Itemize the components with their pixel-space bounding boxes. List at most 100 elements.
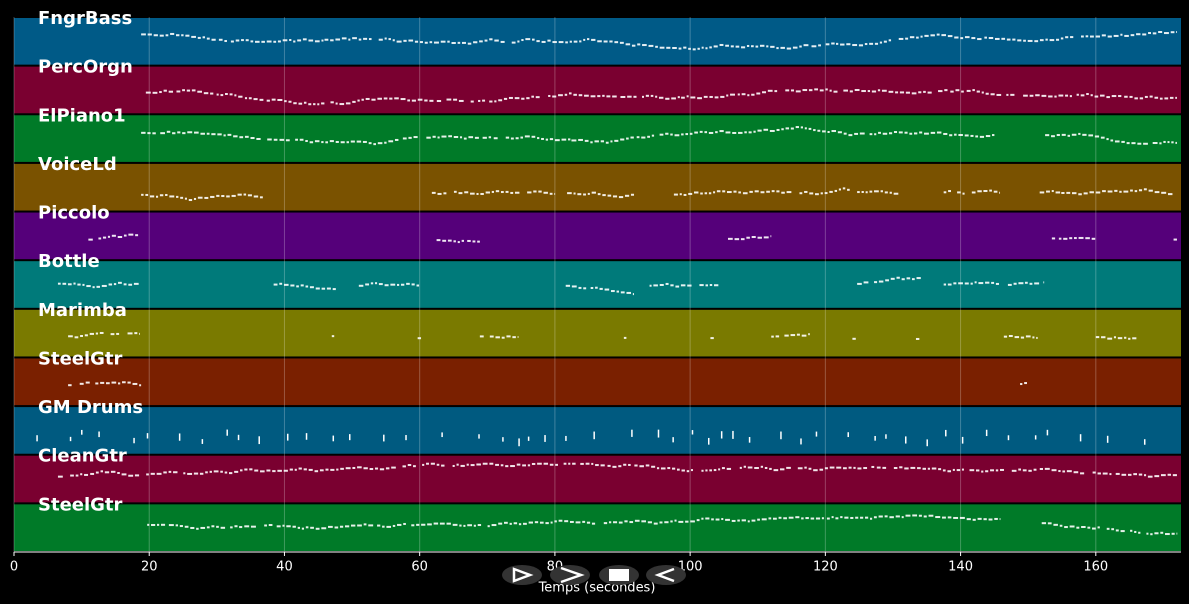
note: [612, 195, 618, 198]
note: [931, 467, 937, 470]
note: [128, 233, 134, 236]
note: [377, 142, 383, 145]
note: [981, 470, 984, 473]
note: [74, 336, 79, 339]
note: [159, 194, 164, 197]
note: [1146, 532, 1149, 535]
note: [545, 522, 549, 525]
note: [1010, 93, 1015, 96]
note: [827, 131, 830, 134]
note: [1154, 96, 1159, 99]
note: [1102, 472, 1108, 475]
note: [378, 38, 383, 41]
note: [659, 133, 664, 136]
note: [1069, 525, 1075, 528]
note: [152, 91, 158, 94]
note-span: [623, 336, 627, 339]
note: [999, 518, 1001, 521]
note: [927, 91, 932, 94]
note: [84, 334, 88, 337]
play-button[interactable]: [502, 565, 542, 585]
note: [357, 466, 362, 469]
note: [618, 196, 624, 199]
note: [151, 523, 156, 526]
note: [482, 136, 487, 139]
note: [240, 469, 243, 472]
note: [538, 190, 542, 193]
note: [36, 435, 38, 442]
note: [1060, 37, 1064, 40]
note: [958, 134, 963, 137]
note: [775, 335, 780, 338]
note: [1020, 383, 1023, 386]
note: [923, 90, 926, 93]
note: [382, 525, 385, 528]
note: [1132, 337, 1137, 340]
note: [966, 518, 971, 521]
note: [100, 381, 105, 384]
note: [446, 98, 452, 101]
note: [394, 97, 399, 100]
note: [298, 467, 302, 470]
note-span: [915, 337, 920, 340]
note: [1175, 96, 1177, 99]
note: [86, 285, 91, 288]
note: [266, 40, 272, 43]
note: [764, 466, 768, 469]
note: [671, 97, 676, 100]
note: [825, 43, 830, 46]
note: [309, 286, 314, 289]
note: [809, 192, 814, 195]
note: [62, 282, 67, 285]
note: [977, 38, 982, 41]
note: [1120, 530, 1125, 533]
note: [1024, 281, 1028, 284]
note: [756, 92, 761, 95]
note: [718, 468, 721, 471]
note: [829, 89, 832, 92]
note: [234, 94, 237, 97]
note: [206, 132, 210, 135]
note: [995, 282, 999, 285]
note: [321, 102, 325, 105]
note: [1124, 336, 1127, 339]
note: [591, 191, 596, 194]
note: [1025, 335, 1031, 338]
note: [747, 466, 753, 469]
note: [815, 193, 819, 196]
note: [391, 466, 396, 469]
note: [888, 39, 892, 42]
note: [773, 469, 779, 472]
note: [518, 438, 520, 447]
note: [981, 91, 984, 94]
note: [283, 283, 289, 286]
note: [132, 382, 138, 385]
note: [494, 100, 497, 103]
note: [659, 283, 664, 286]
note-span: [88, 233, 139, 241]
note: [1144, 95, 1148, 98]
note: [1089, 191, 1094, 194]
note: [330, 39, 334, 42]
note: [1160, 531, 1164, 534]
note: [831, 130, 837, 133]
note: [573, 40, 578, 43]
note: [737, 93, 740, 96]
note: [979, 135, 985, 138]
note: [349, 434, 351, 441]
forward-button[interactable]: [550, 565, 590, 585]
track-lane: [14, 358, 1181, 406]
stop-button[interactable]: [599, 565, 639, 585]
note: [321, 141, 324, 144]
rewind-button[interactable]: [646, 565, 686, 585]
note: [645, 94, 649, 97]
note: [577, 193, 582, 196]
note: [297, 39, 302, 42]
note: [653, 522, 658, 525]
note: [1078, 132, 1081, 135]
note: [220, 470, 223, 473]
note: [597, 193, 601, 196]
note: [209, 470, 212, 473]
note: [835, 517, 839, 520]
